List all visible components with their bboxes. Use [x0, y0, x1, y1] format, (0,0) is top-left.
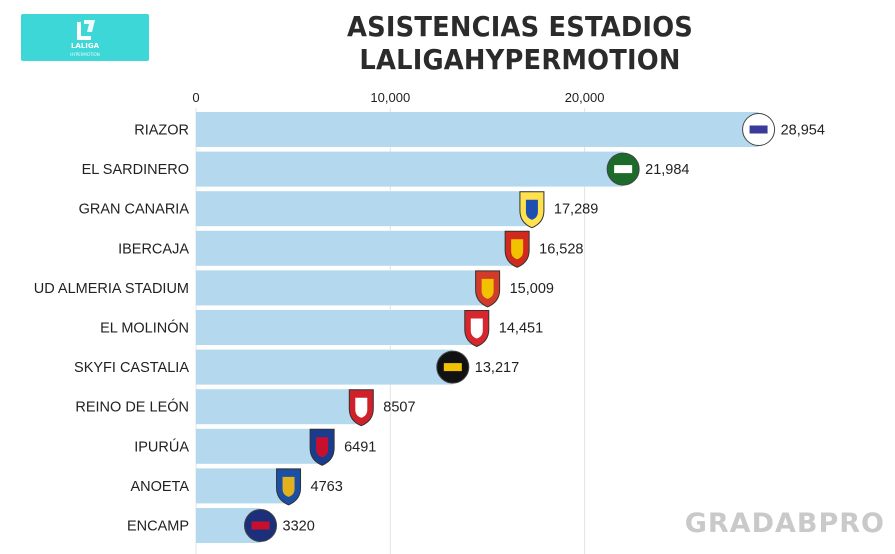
- category-label: SKYFI CASTALIA: [74, 360, 189, 376]
- bar: [196, 468, 289, 504]
- andorra-crest-icon: [244, 509, 278, 542]
- bar: [196, 112, 759, 147]
- x-tick-label: 0: [192, 90, 199, 105]
- bar: [196, 349, 453, 385]
- bar: [196, 191, 532, 227]
- category-label: EL SARDINERO: [82, 162, 189, 178]
- bar: [196, 230, 518, 266]
- deportivo-crest-icon: [742, 113, 776, 146]
- logo-text: LALIGA: [70, 42, 100, 50]
- category-label: IPURÚA: [134, 438, 189, 455]
- value-label: 3320: [283, 519, 315, 535]
- value-label: 8507: [383, 400, 415, 416]
- zaragoza-crest-icon: [504, 230, 530, 268]
- category-label: UD ALMERIA STADIUM: [34, 281, 189, 297]
- watermark: GRADABPRO: [684, 508, 885, 539]
- value-label: 6491: [344, 439, 376, 455]
- almeria-crest-icon: [475, 270, 501, 308]
- category-label: RIAZOR: [134, 123, 189, 139]
- value-label: 21,984: [645, 162, 689, 178]
- eibar-crest-icon: [309, 428, 335, 466]
- value-label: 14,451: [499, 321, 543, 337]
- bar: [196, 310, 477, 345]
- sporting-crest-icon: [464, 310, 490, 348]
- value-label: 28,954: [781, 123, 825, 139]
- laliga-logo-icon: [77, 20, 95, 40]
- bar: [196, 270, 488, 306]
- bar: [196, 428, 323, 464]
- castellon-crest-icon: [436, 350, 470, 384]
- real-sociedad-crest-icon: [276, 468, 302, 506]
- value-label: 13,217: [475, 360, 519, 376]
- value-label: 15,009: [510, 281, 554, 297]
- category-label: REINO DE LEÓN: [75, 399, 189, 416]
- bar: [196, 151, 624, 187]
- category-label: ANOETA: [130, 479, 189, 495]
- bar: [196, 389, 362, 425]
- x-tick-label: 20,000: [565, 90, 605, 105]
- category-label: EL MOLINÓN: [100, 320, 189, 337]
- racing-crest-icon: [606, 152, 640, 186]
- category-label: ENCAMP: [127, 519, 189, 535]
- category-label: GRAN CANARIA: [79, 202, 190, 218]
- value-label: 4763: [311, 479, 343, 495]
- logo-subtext: HYPERMOTION: [70, 52, 100, 57]
- value-label: 17,289: [554, 202, 598, 218]
- x-tick-label: 10,000: [370, 90, 410, 105]
- las-palmas-crest-icon: [519, 191, 545, 229]
- leonesa-crest-icon: [348, 389, 374, 427]
- category-label: IBERCAJA: [118, 241, 189, 257]
- laliga-hypermotion-logo: LALIGA HYPERMOTION: [21, 14, 149, 61]
- chart-title: ASISTENCIAS ESTADIOS LALIGAHYPERMOTION: [346, 10, 694, 76]
- value-label: 16,528: [539, 241, 583, 257]
